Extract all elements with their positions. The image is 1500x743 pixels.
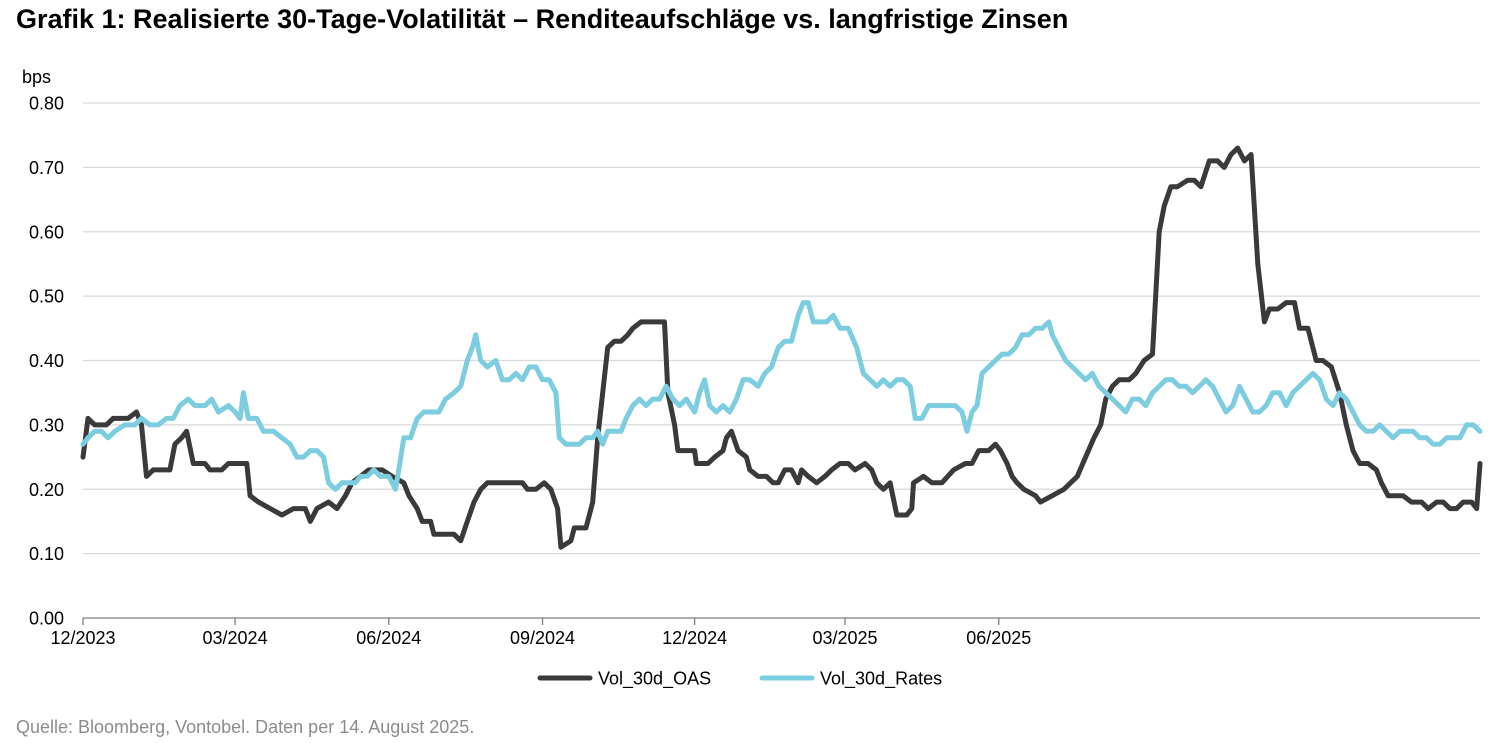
x-tick-label: 09/2024: [510, 628, 575, 648]
y-tick-label: 0.70: [29, 158, 64, 178]
y-tick-label: 0.60: [29, 222, 64, 242]
x-tick-label: 06/2025: [966, 628, 1031, 648]
y-tick-label: 0.00: [29, 609, 64, 629]
source-note: Quelle: Bloomberg, Vontobel. Daten per 1…: [16, 717, 475, 737]
legend-label-vol-30d-oas: Vol_30d_OAS: [598, 669, 711, 690]
y-tick-label: 0.30: [29, 415, 64, 435]
y-tick-label: 0.10: [29, 544, 64, 564]
gridlines: [83, 102, 1480, 555]
legend-label-vol-30d-rates: Vol_30d_Rates: [820, 669, 942, 690]
y-tick-label: 0.80: [29, 94, 64, 114]
page-title: Grafik 1: Realisierte 30-Tage-Volatilitä…: [16, 4, 1069, 34]
x-tick-label: 06/2024: [356, 628, 421, 648]
y-axis-unit-label: bps: [22, 67, 51, 87]
axes: 0.00 0.10 0.20 0.30 0.40 0.50 0.60 0.70 0.80 12/2…: [29, 94, 1480, 648]
series-line-vol-30d-oas: [80, 145, 1483, 550]
y-tick-label: 0.20: [29, 480, 64, 500]
x-tick-label: 12/2024: [662, 628, 727, 648]
y-tick-label: 0.40: [29, 351, 64, 371]
x-tick-label: 03/2024: [203, 628, 268, 648]
legend: Vol_30d_OAS Vol_30d_Rates: [537, 669, 942, 690]
x-tick-label: 03/2025: [812, 628, 877, 648]
series-lines: [80, 145, 1483, 550]
x-tick-label: 12/2023: [50, 628, 115, 648]
y-tick-label: 0.50: [29, 287, 64, 307]
series-line-vol-30d-rates: [80, 300, 1483, 492]
